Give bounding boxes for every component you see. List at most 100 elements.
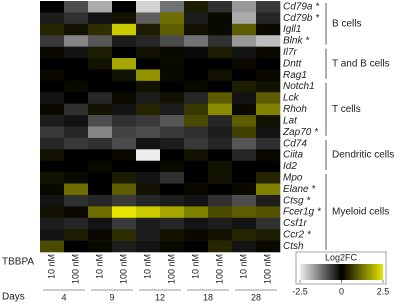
heatmap-cell — [88, 35, 113, 47]
day-label: 18 — [203, 292, 213, 302]
heatmap-cell — [184, 217, 209, 230]
heatmap-cell — [160, 126, 185, 139]
heatmap-cell — [136, 240, 161, 253]
heatmap-cell — [40, 35, 65, 47]
heatmap-cell — [136, 35, 161, 47]
heatmap-cell — [64, 217, 89, 230]
heatmap-cell — [208, 1, 233, 13]
heatmap-cell — [256, 80, 281, 93]
heatmap-cell — [136, 58, 161, 70]
heatmap-cell — [160, 46, 185, 59]
heatmap-cell — [112, 46, 137, 59]
heatmap-cell — [40, 23, 65, 36]
heatmap-cell — [112, 35, 137, 47]
heatmap-cell — [160, 23, 185, 36]
column-label: 100 nM — [70, 254, 80, 284]
heatmap-cell — [64, 126, 89, 139]
heatmap-cell — [208, 35, 233, 47]
heatmap-cell — [64, 183, 89, 196]
heatmap-cell — [136, 206, 161, 219]
row-label: Csf1r — [283, 218, 308, 229]
heatmap-cell — [64, 80, 89, 93]
heatmap-cell — [136, 183, 161, 196]
heatmap-cell — [64, 240, 89, 253]
heatmap-cell — [208, 126, 233, 139]
heatmap-cell — [232, 80, 257, 93]
heatmap-cell — [136, 229, 161, 241]
heatmap-cell — [232, 240, 257, 253]
heatmap-cell — [208, 217, 233, 230]
heatmap-cell — [112, 126, 137, 139]
heatmap-cell — [64, 194, 89, 207]
heatmap-cell — [64, 149, 89, 162]
heatmap-cell — [88, 126, 113, 139]
heatmap-cell — [208, 23, 233, 36]
heatmap-cell — [184, 80, 209, 93]
heatmap-cell — [112, 206, 137, 219]
heatmap-cell — [112, 12, 137, 25]
heatmap-cell — [88, 194, 113, 207]
heatmap-cell — [88, 160, 113, 173]
heatmap-cell — [136, 217, 161, 230]
row-label: Fcer1g * — [283, 207, 322, 218]
column-label: 10 nM — [238, 254, 248, 279]
heatmap-cell — [184, 160, 209, 173]
row-label: Il7r — [283, 47, 298, 58]
heatmap-cell — [160, 229, 185, 241]
heatmap-cell — [64, 46, 89, 59]
heatmap-cell — [40, 69, 65, 82]
day-label: 4 — [61, 292, 66, 302]
heatmap-cell — [88, 206, 113, 219]
heatmap-cell — [40, 115, 65, 127]
heatmap-cell — [256, 58, 281, 70]
heatmap-cell — [160, 160, 185, 173]
heatmap-cell — [184, 103, 209, 116]
heatmap-cell — [208, 58, 233, 70]
heatmap-cell — [256, 92, 281, 104]
heatmap-cell — [136, 12, 161, 25]
heatmap-cell — [232, 194, 257, 207]
heatmap-cell — [256, 12, 281, 25]
heatmap-cell — [88, 240, 113, 253]
heatmap-cell — [64, 172, 89, 184]
heatmap-cell — [112, 115, 137, 127]
heatmap-cell — [256, 23, 281, 36]
heatmap-cell — [232, 103, 257, 116]
heatmap-cell — [232, 1, 257, 13]
day-label: 9 — [109, 292, 114, 302]
heatmap-cell — [40, 206, 65, 219]
heatmap-cell — [160, 137, 185, 150]
heatmap-cell — [40, 103, 65, 116]
heatmap-cell — [136, 46, 161, 59]
heatmap-cell — [88, 69, 113, 82]
heatmap-cell — [64, 35, 89, 47]
heatmap-cell — [232, 137, 257, 150]
row-label: Cd79a * — [283, 1, 320, 12]
heatmap-cell — [136, 172, 161, 184]
column-label: 10 nM — [94, 254, 104, 279]
heatmap-cell — [112, 23, 137, 36]
column-label: 100 nM — [214, 254, 224, 284]
heatmap-cell — [112, 103, 137, 116]
heatmap-cell — [232, 46, 257, 59]
heatmap-cell — [184, 23, 209, 36]
heatmap-cell — [232, 35, 257, 47]
heatmap-cell — [64, 137, 89, 150]
heatmap-cell — [64, 69, 89, 82]
heatmap-cell — [112, 183, 137, 196]
heatmap-cell — [208, 80, 233, 93]
heatmap-cell — [256, 194, 281, 207]
heatmap-cell — [184, 1, 209, 13]
row-label: Elane * — [283, 184, 316, 195]
heatmap-cell — [112, 1, 137, 13]
heatmap-cell — [136, 80, 161, 93]
column-label: 10 nM — [46, 254, 56, 279]
heatmap-cell — [184, 137, 209, 150]
heatmap-cell — [40, 183, 65, 196]
heatmap-cell — [88, 58, 113, 70]
heatmap-cell — [232, 149, 257, 162]
row-label: Ctsh — [283, 241, 304, 252]
heatmap-cell — [112, 194, 137, 207]
heatmap-cell — [88, 46, 113, 59]
heatmap-cell — [88, 12, 113, 25]
